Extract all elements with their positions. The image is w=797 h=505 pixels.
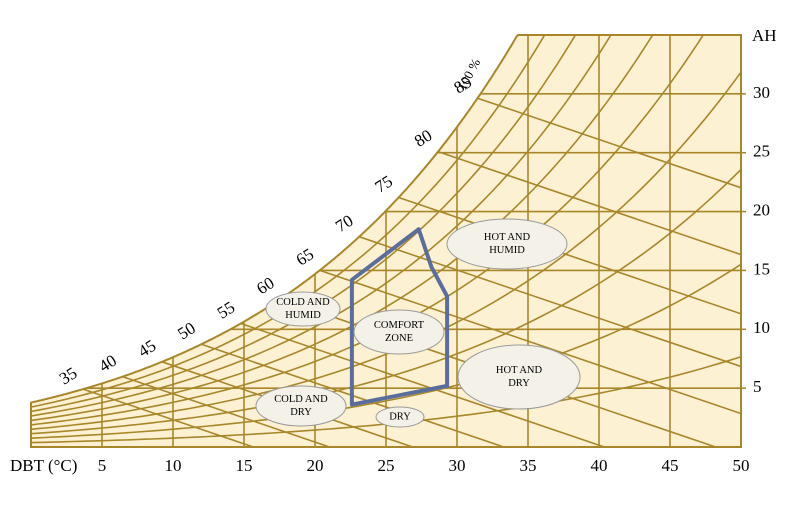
wet-bulb-line (240, 322, 605, 447)
wet-bulb-label: 55 (214, 298, 238, 323)
x-tick-label: 40 (591, 456, 608, 475)
region-ellipse (457, 344, 581, 410)
wet-bulb-label: 60 (253, 273, 277, 298)
wet-bulb-label: 35 (56, 363, 80, 388)
y-tick-label: 30 (753, 83, 770, 102)
x-tick-label: 30 (449, 456, 466, 475)
wet-bulb-label: 65 (293, 244, 317, 269)
x-tick-label: 25 (378, 456, 395, 475)
wet-bulb-line (477, 97, 741, 447)
region-label: HUMID (489, 245, 525, 256)
region-ellipse (353, 309, 445, 355)
region-label: DRY (290, 407, 312, 418)
wet-bulb-line (82, 388, 254, 447)
region-ellipse (265, 291, 341, 327)
region-label: COLD AND (276, 297, 330, 308)
wet-bulb-label: 80 (411, 126, 435, 151)
x-tick-label: 10 (165, 456, 182, 475)
region-label: COMFORT (374, 320, 425, 331)
region-label: COLD AND (274, 394, 328, 405)
comfort-zone (349, 227, 450, 407)
y-tick-label: 15 (753, 259, 770, 278)
region-label: HOT AND (484, 232, 531, 243)
x-tick-label: 50 (733, 456, 750, 475)
x-tick-label: 35 (520, 456, 537, 475)
x-tick-label: 20 (307, 456, 324, 475)
wet-bulb-line (358, 235, 741, 447)
region-label: HOT AND (496, 365, 543, 376)
region-label: ZONE (385, 333, 413, 344)
x-axis-label: DBT (°C) (10, 456, 77, 475)
y-axis-label: AH (752, 26, 777, 45)
wet-bulb-label: 50 (174, 318, 198, 343)
wet-bulb-label: 75 (372, 172, 396, 197)
wet-bulb-label: 70 (332, 211, 356, 236)
y-tick-label: 20 (753, 200, 770, 219)
wet-bulb-line (319, 269, 741, 447)
x-tick-label: 15 (236, 456, 253, 475)
region-label: HUMID (285, 310, 321, 321)
region-ellipse (375, 406, 425, 428)
region-ellipse (255, 385, 347, 427)
wet-bulb-line (437, 150, 741, 447)
y-tick-label: 25 (753, 142, 770, 161)
region-label: DRY (389, 411, 411, 422)
wet-bulb-label: 40 (95, 351, 119, 376)
x-tick-label: 5 (98, 456, 107, 475)
saturation-label: 100 % (454, 56, 483, 93)
y-tick-label: 10 (753, 318, 770, 337)
wet-bulb-label: 45 (135, 336, 159, 361)
region-ellipse (446, 218, 568, 270)
region-label: DRY (508, 378, 530, 389)
x-tick-label: 45 (662, 456, 679, 475)
y-tick-label: 5 (753, 377, 762, 396)
